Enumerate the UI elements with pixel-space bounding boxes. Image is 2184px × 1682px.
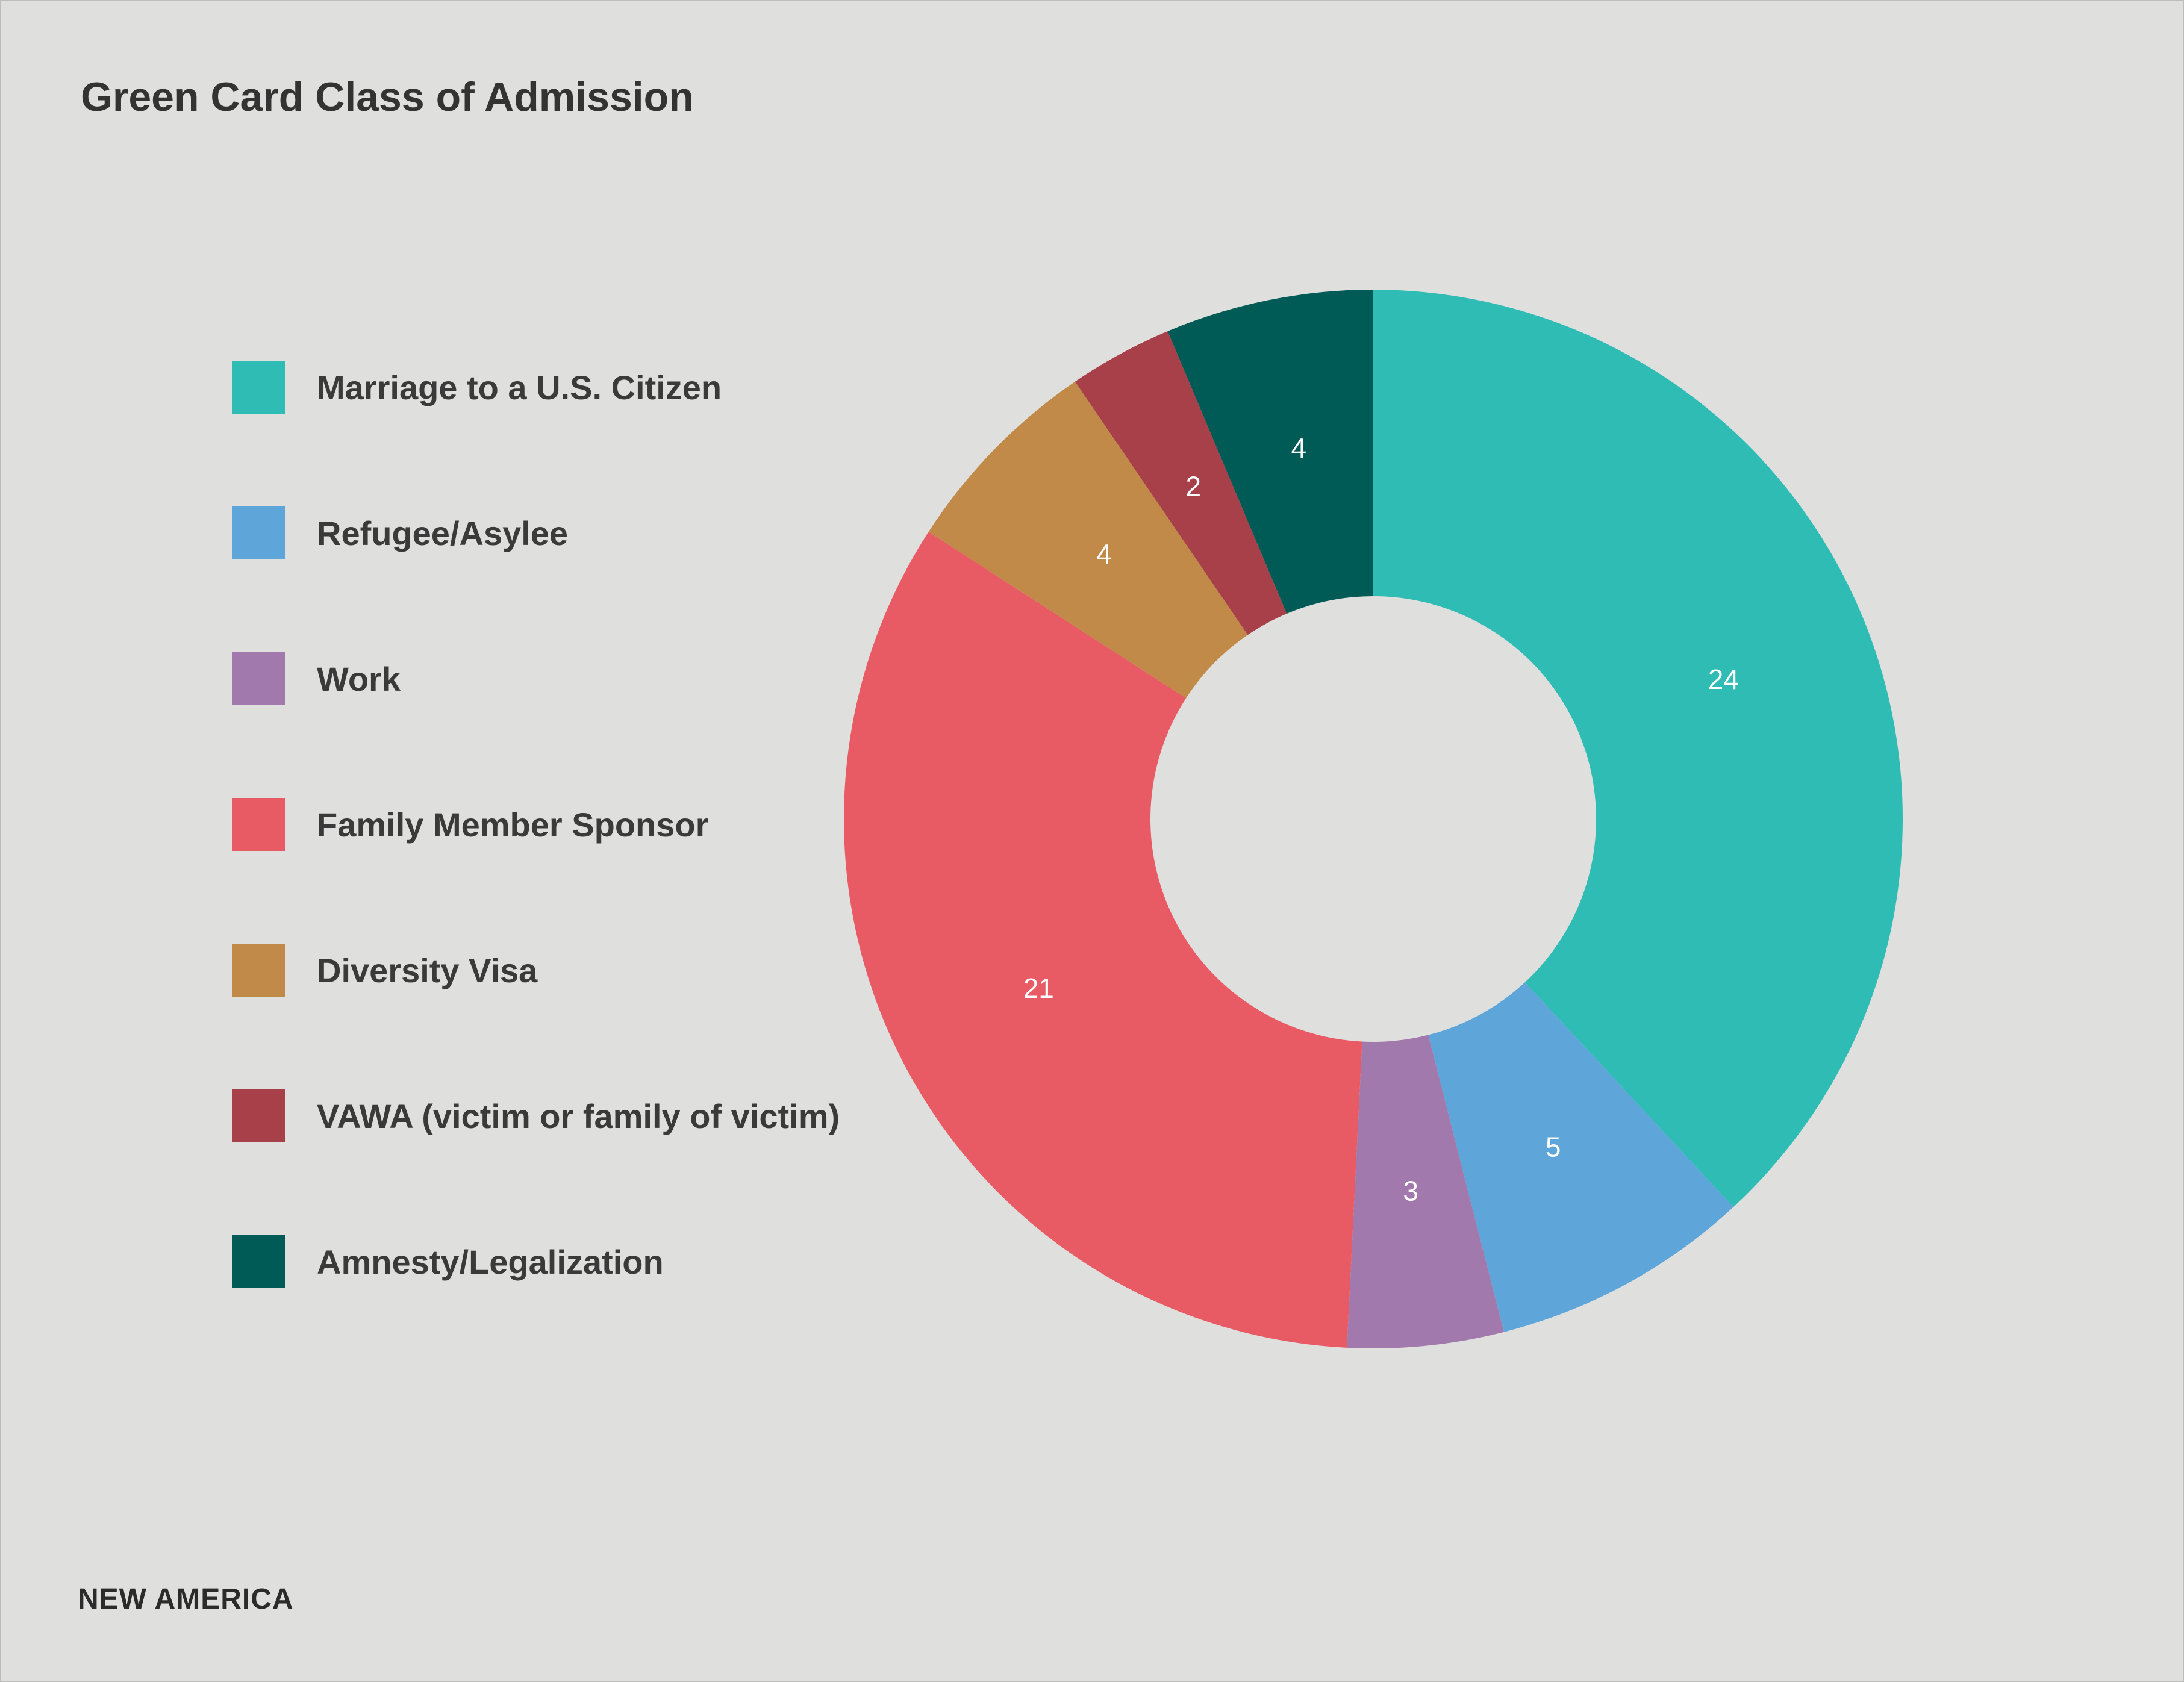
legend-item: Amnesty/Legalization [232, 1235, 840, 1289]
data-label: 21 [1023, 973, 1054, 1004]
new-america-logo: NEW AMERICA [78, 1583, 294, 1615]
legend-swatch [232, 361, 285, 414]
legend-label: Diversity Visa [317, 951, 538, 989]
legend-item: Family Member Sponsor [232, 797, 840, 852]
legend-label: Marriage to a U.S. Citizen [317, 368, 722, 406]
data-label: 4 [1096, 538, 1112, 570]
data-label: 2 [1186, 471, 1202, 502]
legend-swatch [232, 506, 285, 559]
donut-slice [1347, 1035, 1504, 1348]
legend-swatch [232, 944, 285, 997]
legend-label: Refugee/Asylee [317, 514, 569, 552]
legend-swatch [232, 798, 285, 851]
legend-label: Family Member Sponsor [317, 805, 709, 844]
donut-slice [1428, 982, 1733, 1332]
donut-slice [1167, 290, 1373, 614]
legend: Marriage to a U.S. Citizen Refugee/Asylee… [232, 360, 840, 1380]
data-label: 4 [1291, 432, 1306, 464]
donut-slice [1373, 290, 1903, 1207]
legend-label: VAWA (victim or family of victim) [317, 1097, 840, 1135]
legend-label: Amnesty/Legalization [317, 1242, 664, 1281]
chart-title: Green Card Class of Admission [81, 74, 694, 120]
legend-item: Marriage to a U.S. Citizen [232, 360, 840, 414]
donut-slice [928, 381, 1248, 699]
legend-item: VAWA (victim or family of victim) [232, 1089, 840, 1143]
legend-item: Refugee/Asylee [232, 506, 840, 560]
legend-swatch [232, 652, 285, 705]
legend-item: Diversity Visa [232, 943, 840, 997]
legend-item: Work [232, 652, 840, 706]
data-label: 5 [1546, 1132, 1561, 1163]
legend-swatch [232, 1235, 285, 1288]
donut-slice [1075, 331, 1287, 635]
data-label: 24 [1708, 664, 1739, 695]
data-label: 3 [1403, 1176, 1418, 1207]
donut-slice [844, 532, 1362, 1348]
legend-label: Work [317, 659, 401, 698]
legend-swatch [232, 1089, 285, 1142]
